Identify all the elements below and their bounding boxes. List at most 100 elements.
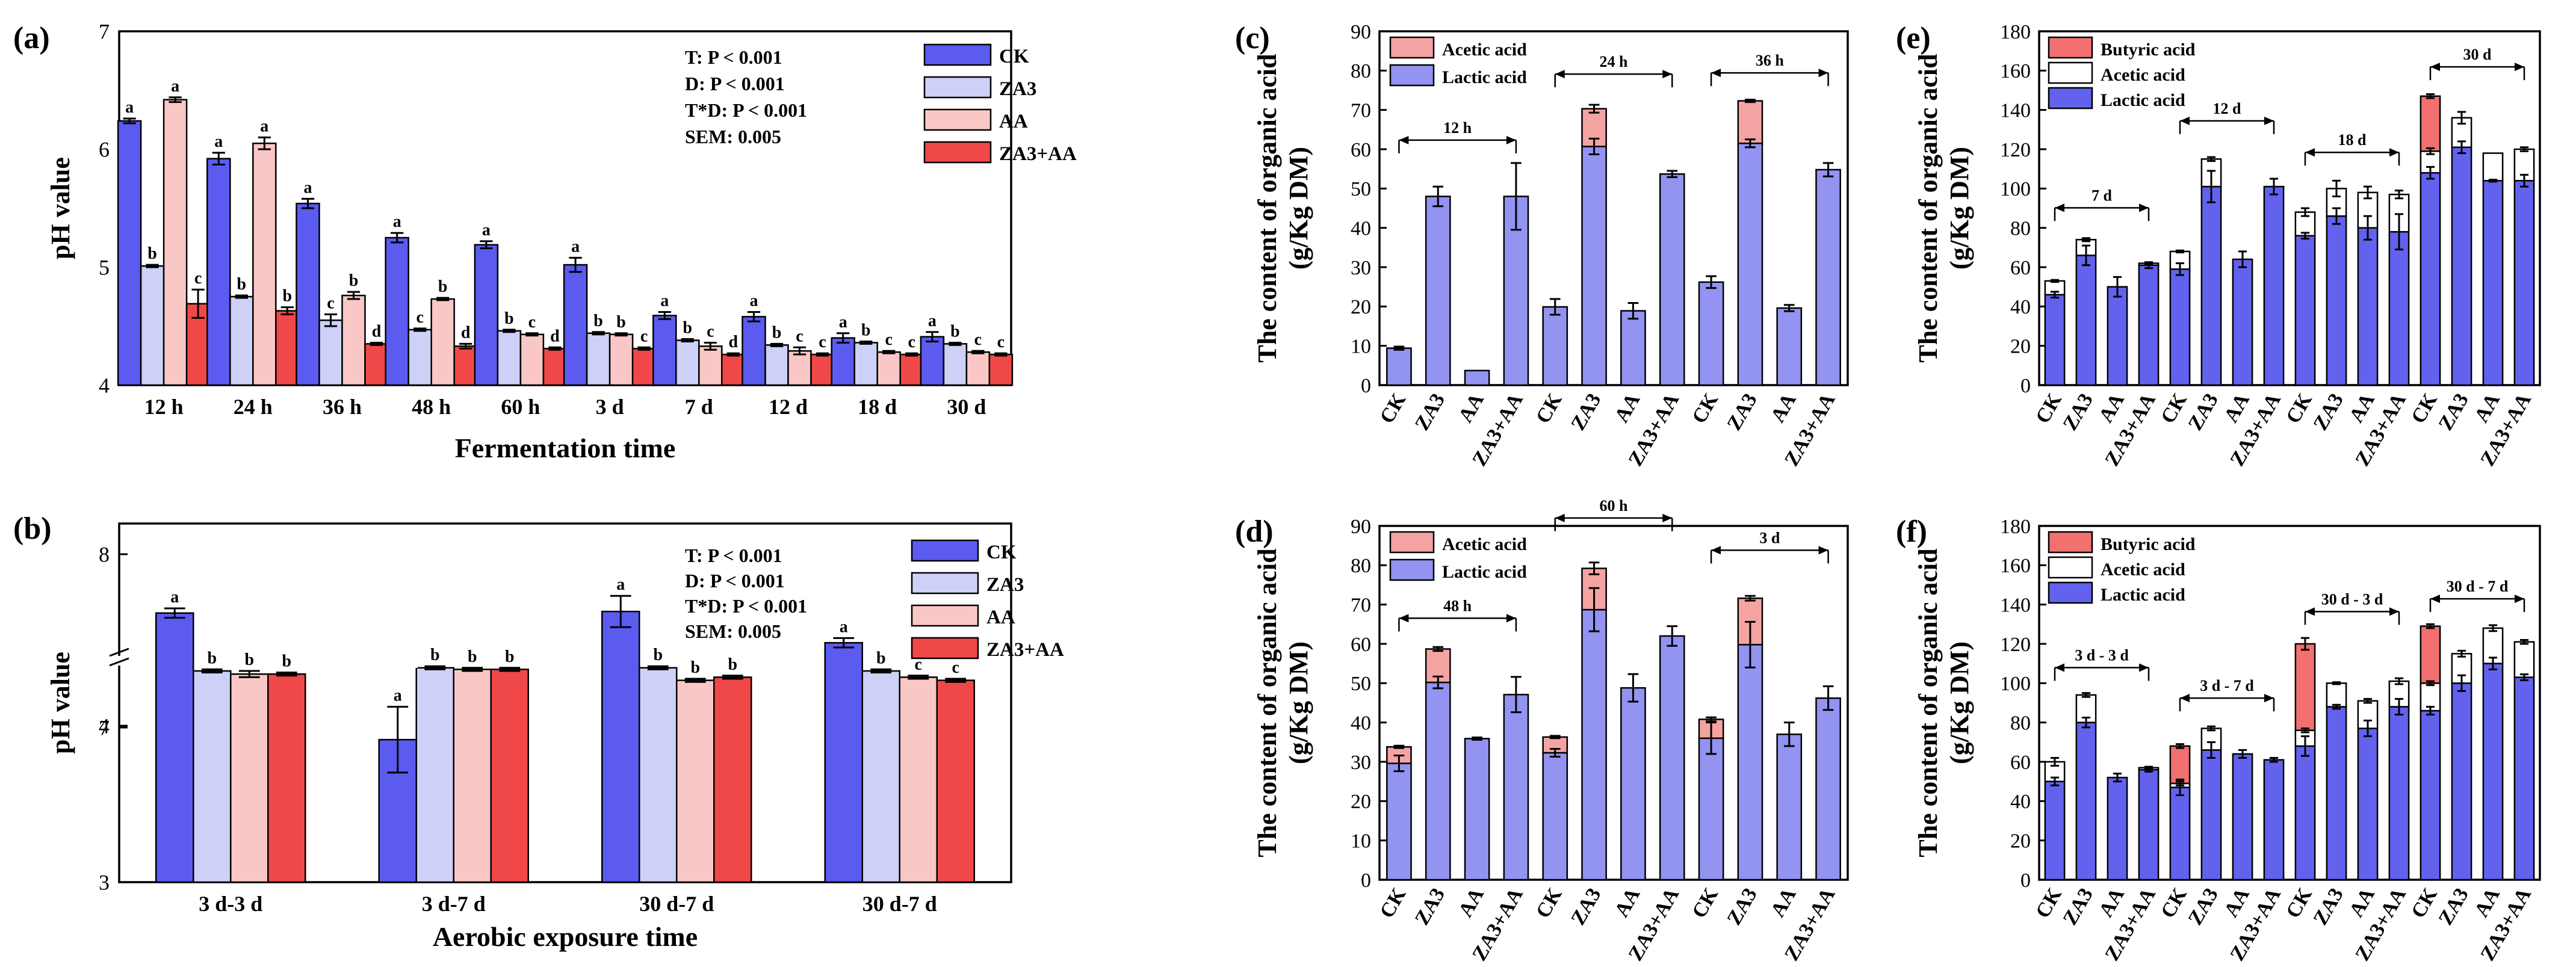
bar-ZA3+AA-3 d-7 d [490, 669, 529, 883]
y-axis-title: The content of organic acid [1252, 54, 1282, 362]
significance-letter: b [237, 275, 247, 294]
bar-ZA3+AA-30 d-7 d [713, 676, 752, 883]
bar-AA-48 h [430, 298, 455, 386]
bar-Lactic acid-AA [2482, 663, 2504, 881]
y-tick-label: 4 [99, 714, 110, 738]
x-tick-label: 3 d [596, 395, 624, 419]
legend-ZA3+AA-label: ZA3+AA [986, 639, 1064, 661]
bar-AA-3 d-3 d [230, 673, 269, 883]
stat-text: SEM: 0.005 [685, 126, 781, 147]
legend-CK-swatch [923, 43, 992, 66]
bar-ZA3+AA-18 d [899, 353, 924, 386]
bar-Acetic acid-ZA3 [1737, 100, 1763, 144]
x-tick-label: 36 h [323, 395, 362, 419]
legend-Acetic-acid-label: Acetic acid [1442, 40, 1527, 60]
bar-Lactic acid-AA [1464, 738, 1490, 881]
y-tick-label: 180 [2000, 516, 2031, 538]
y-tick-label: 8 [99, 543, 110, 567]
significance-letter: c [915, 655, 922, 674]
y-tick-label: 140 [2000, 595, 2031, 617]
legend-AA-label: AA [999, 111, 1028, 132]
significance-letter: b [876, 649, 886, 667]
y-axis-title-units: (g/Kg DM) [1945, 147, 1974, 270]
bracket-arrow [2305, 607, 2315, 616]
y-tick-label: 0 [2020, 375, 2031, 397]
stat-text: T*D: P < 0.001 [685, 99, 807, 121]
y-tick-label: 70 [1351, 595, 1371, 617]
bracket-arrow [1555, 70, 1565, 79]
significance-letter: b [283, 287, 293, 306]
legend-AA-label: AA [986, 607, 1015, 628]
bar-ZA3+AA-30 d-7 d [936, 679, 975, 883]
bar-Lactic acid-ZA3 [2326, 706, 2347, 881]
bracket-arrow [2389, 148, 2399, 157]
significance-letter: b [430, 646, 440, 664]
y-tick-label: 60 [2010, 752, 2031, 774]
bracket-arrow [2305, 148, 2315, 157]
bar-Lactic acid-AA [1620, 687, 1646, 881]
significance-letter: c [194, 269, 202, 288]
y-axis-title: pH value [46, 652, 75, 754]
y-tick-label: 40 [2010, 296, 2031, 318]
legend-ZA3-label: ZA3 [986, 574, 1024, 596]
legend-Acetic-acid-swatch [2048, 61, 2093, 84]
legend-Lactic-acid-label: Lactic acid [1442, 562, 1527, 582]
bracket-arrow [1399, 135, 1409, 144]
x-tick-label: ZA3 [2435, 885, 2473, 929]
group-label: 30 d [2463, 46, 2492, 63]
y-tick-label: 20 [2010, 336, 2031, 358]
significance-letter: c [416, 308, 423, 327]
x-tick-label: CK [1376, 884, 1411, 922]
bar-Lactic acid-ZA3+AA [1815, 168, 1841, 386]
significance-letter: d [729, 333, 738, 351]
bar-Lactic acid-AA [1620, 310, 1646, 386]
y-axis-title: The content of organic acid [1913, 548, 1943, 857]
bracket-arrow [2430, 63, 2440, 72]
y-tick-label: 60 [2010, 257, 2031, 279]
bar-ZA3-12 d [764, 344, 789, 386]
bar-ZA3+AA-36 h [364, 343, 389, 386]
y-tick-label: 120 [2000, 139, 2031, 161]
bar-CK-3 d [563, 264, 588, 386]
panel-label: (f) [1896, 514, 1927, 549]
significance-letter: a [260, 117, 268, 135]
significance-letter: b [683, 319, 693, 338]
y-tick-label: 80 [1351, 60, 1371, 82]
x-tick-label: ZA3 [2059, 885, 2098, 929]
y-tick-label: 0 [2020, 870, 2031, 892]
significance-letter: b [505, 647, 515, 666]
legend-CK-label: CK [999, 46, 1029, 67]
y-tick-label: 60 [1351, 634, 1371, 656]
x-tick-label: 60 h [501, 395, 540, 419]
x-tick-label: 7 d [685, 395, 713, 419]
group-label: 36 h [1756, 52, 1785, 69]
bar-Lactic acid-ZA3+AA [2388, 230, 2410, 386]
significance-letter: c [327, 294, 334, 312]
bar-CK-48 h [385, 236, 409, 386]
bracket-arrow [1662, 513, 1673, 522]
bracket-arrow [2515, 63, 2524, 72]
x-tick-label: ZA3 [2309, 885, 2348, 929]
x-tick-label: AA [1611, 389, 1645, 426]
y-tick-label: 70 [1351, 100, 1371, 122]
bar-Lactic acid-ZA3 [2326, 215, 2347, 386]
y-tick-label: 6 [99, 138, 110, 162]
legend-ZA3+AA-label: ZA3+AA [999, 143, 1077, 165]
legend-Acetic-acid-label: Acetic acid [1442, 534, 1527, 554]
y-tick-label: 30 [1351, 752, 1371, 774]
y-tick-label: 30 [1351, 257, 1371, 279]
significance-letter: d [372, 322, 382, 341]
bar-Lactic acid-AA [2107, 286, 2128, 386]
bar-ZA3-30 d [943, 343, 968, 386]
plot-frame [2038, 30, 2541, 386]
bar-ZA3-3 d-7 d [415, 667, 454, 883]
legend-Acetic-acid-label: Acetic acid [2101, 560, 2185, 579]
significance-letter: a [214, 132, 223, 151]
y-tick-label: 20 [1351, 791, 1371, 813]
significance-letter: b [147, 244, 157, 263]
significance-letter: a [571, 237, 580, 256]
bar-CK-36 h [296, 202, 320, 386]
bar-ZA3-24 h [229, 295, 254, 386]
bracket-arrow [1506, 135, 1516, 144]
